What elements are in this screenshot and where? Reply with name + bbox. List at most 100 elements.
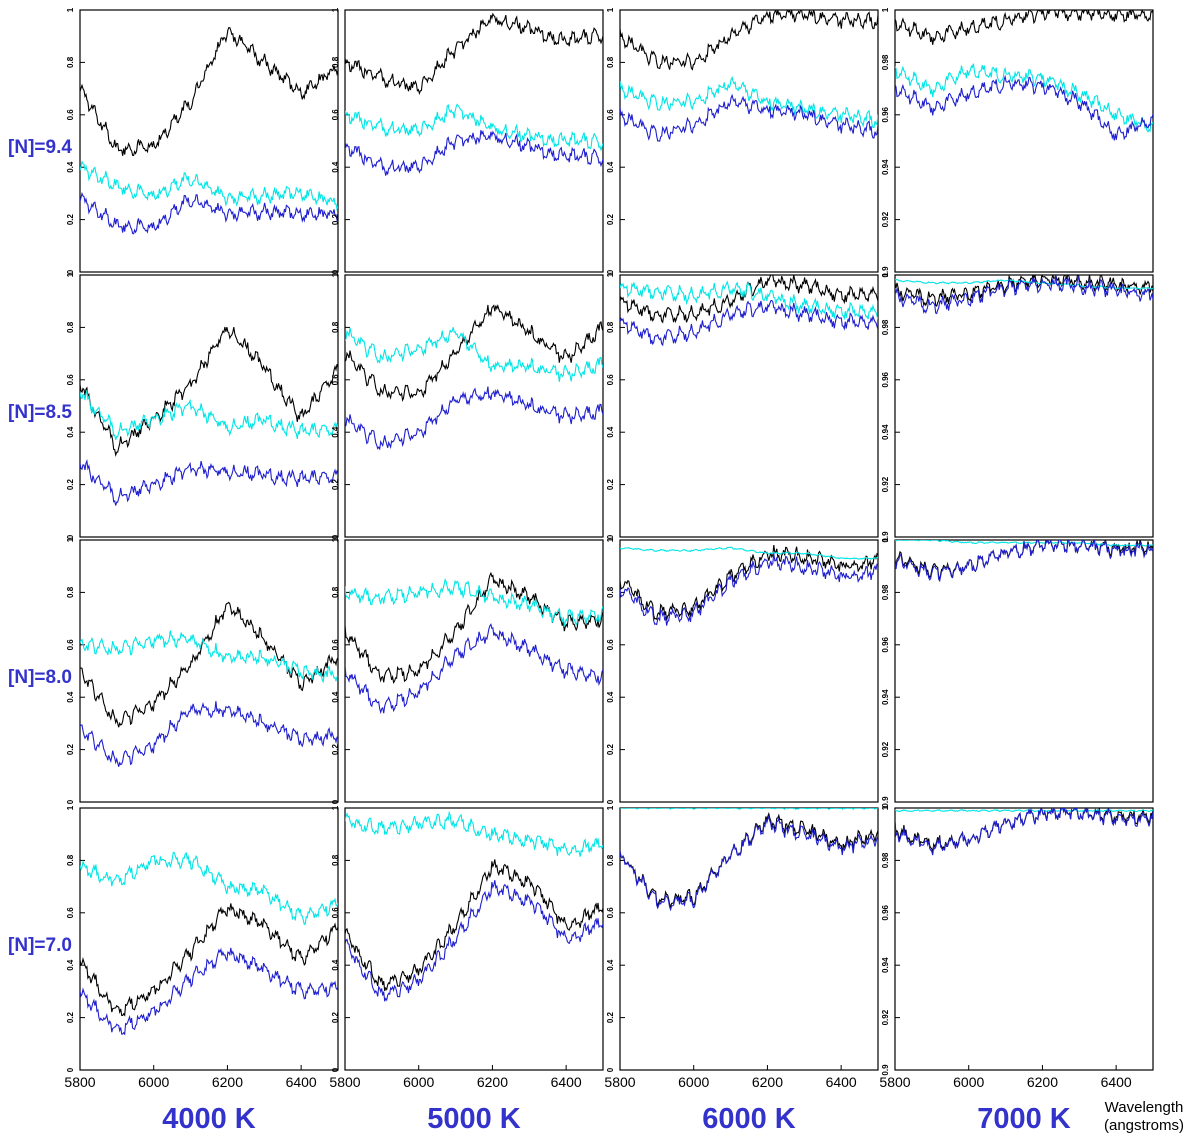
series-line-2 bbox=[80, 947, 338, 1036]
series-line-0 bbox=[345, 571, 603, 684]
y-tick-label: 0.9 bbox=[881, 1064, 890, 1076]
panel-frame bbox=[894, 274, 1154, 538]
panel-frame bbox=[619, 9, 879, 273]
column-label: 6000 K bbox=[702, 1103, 796, 1135]
y-tick-label: 0.6 bbox=[606, 374, 615, 386]
x-axis-title: (angstroms) bbox=[1104, 1117, 1184, 1134]
y-tick-label: 0.8 bbox=[331, 56, 340, 68]
series-line-2 bbox=[345, 623, 603, 715]
y-tick-label: 0.8 bbox=[606, 321, 615, 333]
panel-0-0: 0 0.2 0.4 0.6 0.8 1 bbox=[66, 7, 339, 274]
series-line-0 bbox=[80, 601, 338, 728]
y-tick-label: 0.2 bbox=[66, 1011, 75, 1023]
y-tick-label: 1 bbox=[881, 537, 890, 542]
y-tick-label: 0.8 bbox=[331, 586, 340, 598]
y-tick-label: 0.8 bbox=[66, 321, 75, 333]
y-tick-label: 1 bbox=[66, 537, 75, 542]
y-tick-label: 0 bbox=[331, 1067, 340, 1072]
y-tick-label: 0.4 bbox=[66, 426, 75, 438]
series-line-2 bbox=[80, 701, 338, 767]
y-tick-label: 1 bbox=[606, 272, 615, 277]
y-tick-label: 1 bbox=[66, 272, 75, 277]
panel-frame bbox=[79, 9, 339, 273]
y-tick-label: 0.8 bbox=[66, 56, 75, 68]
y-tick-label: 0 bbox=[606, 799, 615, 804]
y-tick-label: 0 bbox=[66, 799, 75, 804]
y-tick-label: 0.98 bbox=[881, 584, 890, 600]
y-tick-label: 0.98 bbox=[881, 54, 890, 70]
y-tick-label: 1 bbox=[331, 805, 340, 810]
y-tick-label: 0.4 bbox=[606, 691, 615, 703]
panel-frame bbox=[894, 9, 1154, 273]
row-label: [N]=7.0 bbox=[8, 935, 72, 956]
series-line-0 bbox=[620, 545, 878, 621]
y-tick-label: 0.8 bbox=[331, 321, 340, 333]
series-line-2 bbox=[620, 553, 878, 626]
panel-3-3: 0.9 0.92 0.94 0.96 0.98 1 5800 6000 6200 6400 bbox=[879, 805, 1154, 1090]
series-line-1 bbox=[345, 103, 603, 152]
y-tick-label: 0.94 bbox=[881, 424, 890, 440]
y-tick-label: 0.4 bbox=[331, 161, 340, 173]
panel-frame bbox=[344, 539, 604, 803]
y-tick-label: 0.6 bbox=[606, 109, 615, 121]
panel-frame bbox=[894, 807, 1154, 1071]
y-tick-label: 0 bbox=[606, 534, 615, 539]
y-tick-label: 0.6 bbox=[331, 109, 340, 121]
y-tick-label: 0.6 bbox=[66, 639, 75, 651]
panel-1-2: 0 0.2 0.4 0.6 0.8 1 bbox=[606, 272, 879, 539]
x-tick-label: 6400 bbox=[1101, 1074, 1132, 1090]
x-tick-label: 6400 bbox=[286, 1074, 317, 1090]
series-line-1 bbox=[80, 160, 338, 212]
y-tick-label: 1 bbox=[881, 272, 890, 277]
panel-frame bbox=[619, 539, 879, 803]
y-tick-label: 0.4 bbox=[606, 959, 615, 971]
y-tick-label: 0.96 bbox=[881, 106, 890, 122]
row-label: [N]=8.0 bbox=[8, 667, 72, 688]
series-line-1 bbox=[620, 280, 878, 321]
y-tick-label: 0.94 bbox=[881, 689, 890, 705]
y-tick-label: 0.96 bbox=[881, 636, 890, 652]
row-label: [N]=9.4 bbox=[8, 137, 72, 158]
y-tick-label: 0.8 bbox=[606, 56, 615, 68]
x-tick-label: 6400 bbox=[551, 1074, 582, 1090]
series-line-0 bbox=[345, 304, 603, 402]
y-tick-label: 0.8 bbox=[606, 586, 615, 598]
x-tick-label: 6200 bbox=[477, 1074, 508, 1090]
y-tick-label: 1 bbox=[881, 805, 890, 810]
y-tick-label: 1 bbox=[66, 7, 75, 12]
x-axis-title: Wavelength bbox=[1105, 1099, 1184, 1116]
series-line-1 bbox=[345, 810, 603, 857]
panel-frame bbox=[79, 274, 339, 538]
series-line-0 bbox=[895, 10, 1153, 45]
panel-frame bbox=[79, 539, 339, 803]
y-tick-label: 0 bbox=[331, 534, 340, 539]
y-tick-label: 0.6 bbox=[331, 907, 340, 919]
series-line-2 bbox=[620, 299, 878, 347]
y-tick-label: 0.92 bbox=[881, 476, 890, 492]
panel-frame bbox=[344, 274, 604, 538]
y-tick-label: 0.92 bbox=[881, 741, 890, 757]
series-line-0 bbox=[80, 326, 338, 457]
y-tick-label: 0 bbox=[66, 269, 75, 274]
y-tick-label: 0.6 bbox=[66, 109, 75, 121]
row-label: [N]=8.5 bbox=[8, 402, 72, 423]
panel-2-2: 0 0.2 0.4 0.6 0.8 1 bbox=[606, 537, 879, 804]
x-tick-label: 6200 bbox=[212, 1074, 243, 1090]
panel-frame bbox=[344, 807, 604, 1071]
series-line-1 bbox=[80, 630, 338, 684]
x-tick-label: 5800 bbox=[64, 1074, 95, 1090]
y-tick-label: 0.92 bbox=[881, 1009, 890, 1025]
y-tick-label: 1 bbox=[331, 272, 340, 277]
y-tick-label: 0.8 bbox=[331, 854, 340, 866]
panel-2-1: 0 0.2 0.4 0.6 0.8 1 bbox=[331, 537, 604, 804]
x-tick-label: 6200 bbox=[752, 1074, 783, 1090]
y-tick-label: 0 bbox=[331, 269, 340, 274]
x-tick-label: 6000 bbox=[953, 1074, 984, 1090]
y-tick-label: 0.2 bbox=[331, 478, 340, 490]
y-tick-label: 0.2 bbox=[331, 213, 340, 225]
y-tick-label: 0.2 bbox=[331, 1011, 340, 1023]
y-tick-label: 0.4 bbox=[66, 691, 75, 703]
series-line-1 bbox=[80, 389, 338, 441]
series-line-0 bbox=[80, 27, 338, 157]
